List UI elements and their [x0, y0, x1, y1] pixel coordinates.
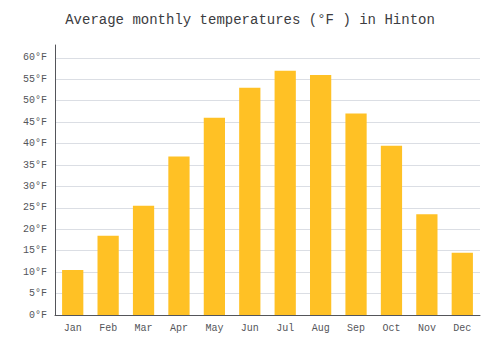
svg-text:Aug: Aug — [312, 323, 330, 334]
svg-text:0°F: 0°F — [29, 310, 47, 321]
svg-text:Feb: Feb — [99, 323, 117, 334]
svg-text:15°F: 15°F — [23, 245, 47, 256]
svg-text:Jul: Jul — [276, 323, 294, 334]
svg-text:Average monthly temperatures (: Average monthly temperatures (°F ) in Hi… — [65, 12, 435, 28]
svg-text:45°F: 45°F — [23, 117, 47, 128]
svg-text:Nov: Nov — [418, 323, 436, 334]
svg-text:40°F: 40°F — [23, 138, 47, 149]
svg-text:Jun: Jun — [241, 323, 259, 334]
svg-text:35°F: 35°F — [23, 160, 47, 171]
svg-text:Jan: Jan — [64, 323, 82, 334]
svg-text:Apr: Apr — [170, 323, 188, 334]
svg-text:25°F: 25°F — [23, 202, 47, 213]
svg-text:Sep: Sep — [347, 323, 365, 334]
svg-text:50°F: 50°F — [23, 95, 47, 106]
svg-text:10°F: 10°F — [23, 267, 47, 278]
svg-text:60°F: 60°F — [23, 52, 47, 63]
svg-text:5°F: 5°F — [29, 288, 47, 299]
svg-text:30°F: 30°F — [23, 181, 47, 192]
svg-text:Oct: Oct — [382, 323, 400, 334]
svg-text:Dec: Dec — [453, 323, 471, 334]
svg-text:55°F: 55°F — [23, 74, 47, 85]
svg-text:Mar: Mar — [135, 323, 153, 334]
svg-text:May: May — [205, 323, 223, 334]
svg-text:20°F: 20°F — [23, 224, 47, 235]
